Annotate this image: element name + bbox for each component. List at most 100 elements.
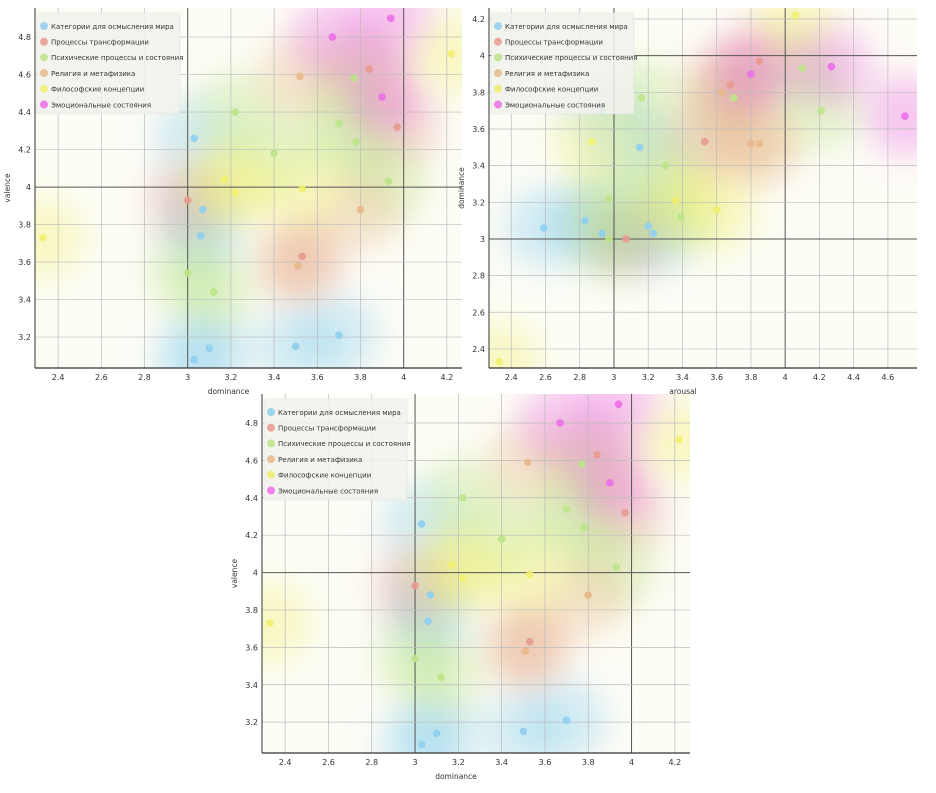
x-tick-label: 4.2 [441, 373, 454, 382]
y-tick-label: 4 [480, 52, 485, 61]
data-point [649, 229, 658, 238]
y-tick-label: 3.6 [18, 258, 31, 267]
legend-box [36, 12, 181, 115]
data-point [183, 269, 192, 278]
data-point [791, 11, 800, 20]
legend: Категории для осмысления мира Процессы тр… [490, 12, 637, 115]
legend-marker [267, 439, 275, 448]
data-point [519, 727, 528, 736]
data-point [190, 355, 198, 364]
x-tick-label: 3.2 [452, 758, 465, 767]
y-tick-label: 3.6 [245, 643, 258, 652]
x-tick-label: 3.8 [745, 373, 758, 382]
density-blob [350, 8, 431, 59]
y-tick-label: 3.8 [472, 88, 485, 97]
x-tick-label: 4.2 [668, 758, 681, 767]
data-point [730, 94, 738, 102]
x-axis-label: dominance [435, 772, 477, 781]
y-tick-label: 4.8 [245, 419, 258, 428]
legend-entry: Эмоциональные состояния [278, 487, 378, 495]
legend-marker [267, 470, 275, 479]
data-point [637, 94, 646, 102]
data-point [562, 505, 571, 513]
data-point [621, 508, 629, 517]
data-point [671, 196, 680, 205]
data-point [352, 138, 360, 146]
x-axis-label: arousal [669, 387, 696, 396]
y-tick-label: 3.6 [472, 125, 485, 134]
data-point [365, 65, 373, 73]
y-tick-label: 3.2 [245, 718, 258, 727]
legend-entry: Философские концепции [51, 86, 144, 94]
data-point [39, 233, 47, 242]
y-tick-label: 4 [253, 569, 258, 578]
data-point [291, 342, 300, 351]
data-point [411, 581, 419, 590]
legend-entry: Процессы трансформации [278, 425, 376, 433]
data-point [296, 72, 304, 81]
data-point [644, 222, 653, 230]
x-tick-label: 4 [783, 373, 788, 382]
x-tick-label: 2.6 [95, 373, 108, 382]
x-tick-label: 3.8 [354, 373, 367, 382]
legend-entry: Эмоциональные состояния [505, 101, 605, 109]
y-tick-label: 4.4 [18, 108, 31, 117]
data-point [266, 619, 274, 627]
data-point [270, 149, 278, 158]
y-tick-label: 4.6 [18, 71, 31, 80]
x-tick-label: 2.4 [279, 758, 292, 767]
legend-marker [267, 408, 275, 416]
legend-marker [494, 100, 502, 109]
data-point [827, 62, 836, 71]
data-point [393, 123, 402, 131]
data-point [747, 70, 755, 78]
y-tick-label: 4.8 [18, 33, 31, 42]
y-tick-label: 4.4 [245, 494, 258, 503]
x-tick-label: 4 [401, 373, 406, 382]
data-point [521, 647, 530, 655]
y-tick-label: 2.4 [472, 345, 485, 354]
data-point [424, 617, 432, 625]
x-tick-label: 4 [629, 758, 634, 767]
scatter-chart-arousal-dominance: 2.4 2.6 2.8 3 3.2 3.4 3.6 3.8 4 4.2 4.4 4.6 2.4 2.6 2.… [454, 0, 925, 402]
data-point [384, 177, 393, 186]
x-tick-label: 3.6 [539, 758, 552, 767]
legend-marker [40, 100, 48, 109]
legend-entry: Эмоциональные состояния [51, 101, 151, 109]
x-tick-label: 2.4 [505, 373, 518, 382]
data-point [356, 205, 365, 214]
y-axis-label: dominance [457, 167, 466, 209]
chart-svg: 2.4 2.6 2.8 3 3.2 3.4 3.6 3.8 4 4.2 3.2 3.4 3.6 3.8 4 4… [3, 8, 462, 396]
y-tick-label: 4 [26, 183, 31, 192]
y-tick-label: 2.8 [472, 272, 485, 281]
x-tick-label: 3.4 [495, 758, 508, 767]
legend: Категории для осмысления мира Процессы тр… [263, 398, 410, 501]
x-tick-label: 3.6 [710, 373, 723, 382]
data-point [458, 493, 467, 502]
data-point [755, 57, 764, 65]
x-tick-label: 4.2 [813, 373, 826, 382]
legend-marker [267, 455, 275, 464]
data-point [417, 740, 426, 749]
legend-entry: Процессы трансформации [505, 39, 603, 47]
legend-entry: Религия и метафизика [51, 70, 135, 78]
data-point [294, 262, 302, 270]
grid [262, 394, 690, 753]
x-tick-label: 3 [185, 373, 190, 382]
legend-entry: Психические процессы и состояния [505, 54, 637, 62]
data-point [209, 288, 218, 296]
y-tick-label: 3 [480, 235, 485, 244]
data-point [726, 81, 735, 89]
data-point [577, 460, 586, 468]
data-point [205, 344, 214, 353]
legend-entry: Категории для осмысления мира [51, 23, 174, 31]
legend-entry: Философские концепции [278, 472, 371, 480]
x-tick-label: 4.6 [882, 373, 895, 382]
data-point [298, 185, 306, 193]
y-tick-label: 3.2 [18, 333, 31, 342]
data-point [798, 64, 807, 73]
x-axis-label: dominance [208, 387, 250, 396]
y-tick-label: 4.2 [245, 531, 258, 540]
x-tick-label: 4.4 [847, 373, 860, 382]
y-tick-label: 3.8 [245, 606, 258, 615]
